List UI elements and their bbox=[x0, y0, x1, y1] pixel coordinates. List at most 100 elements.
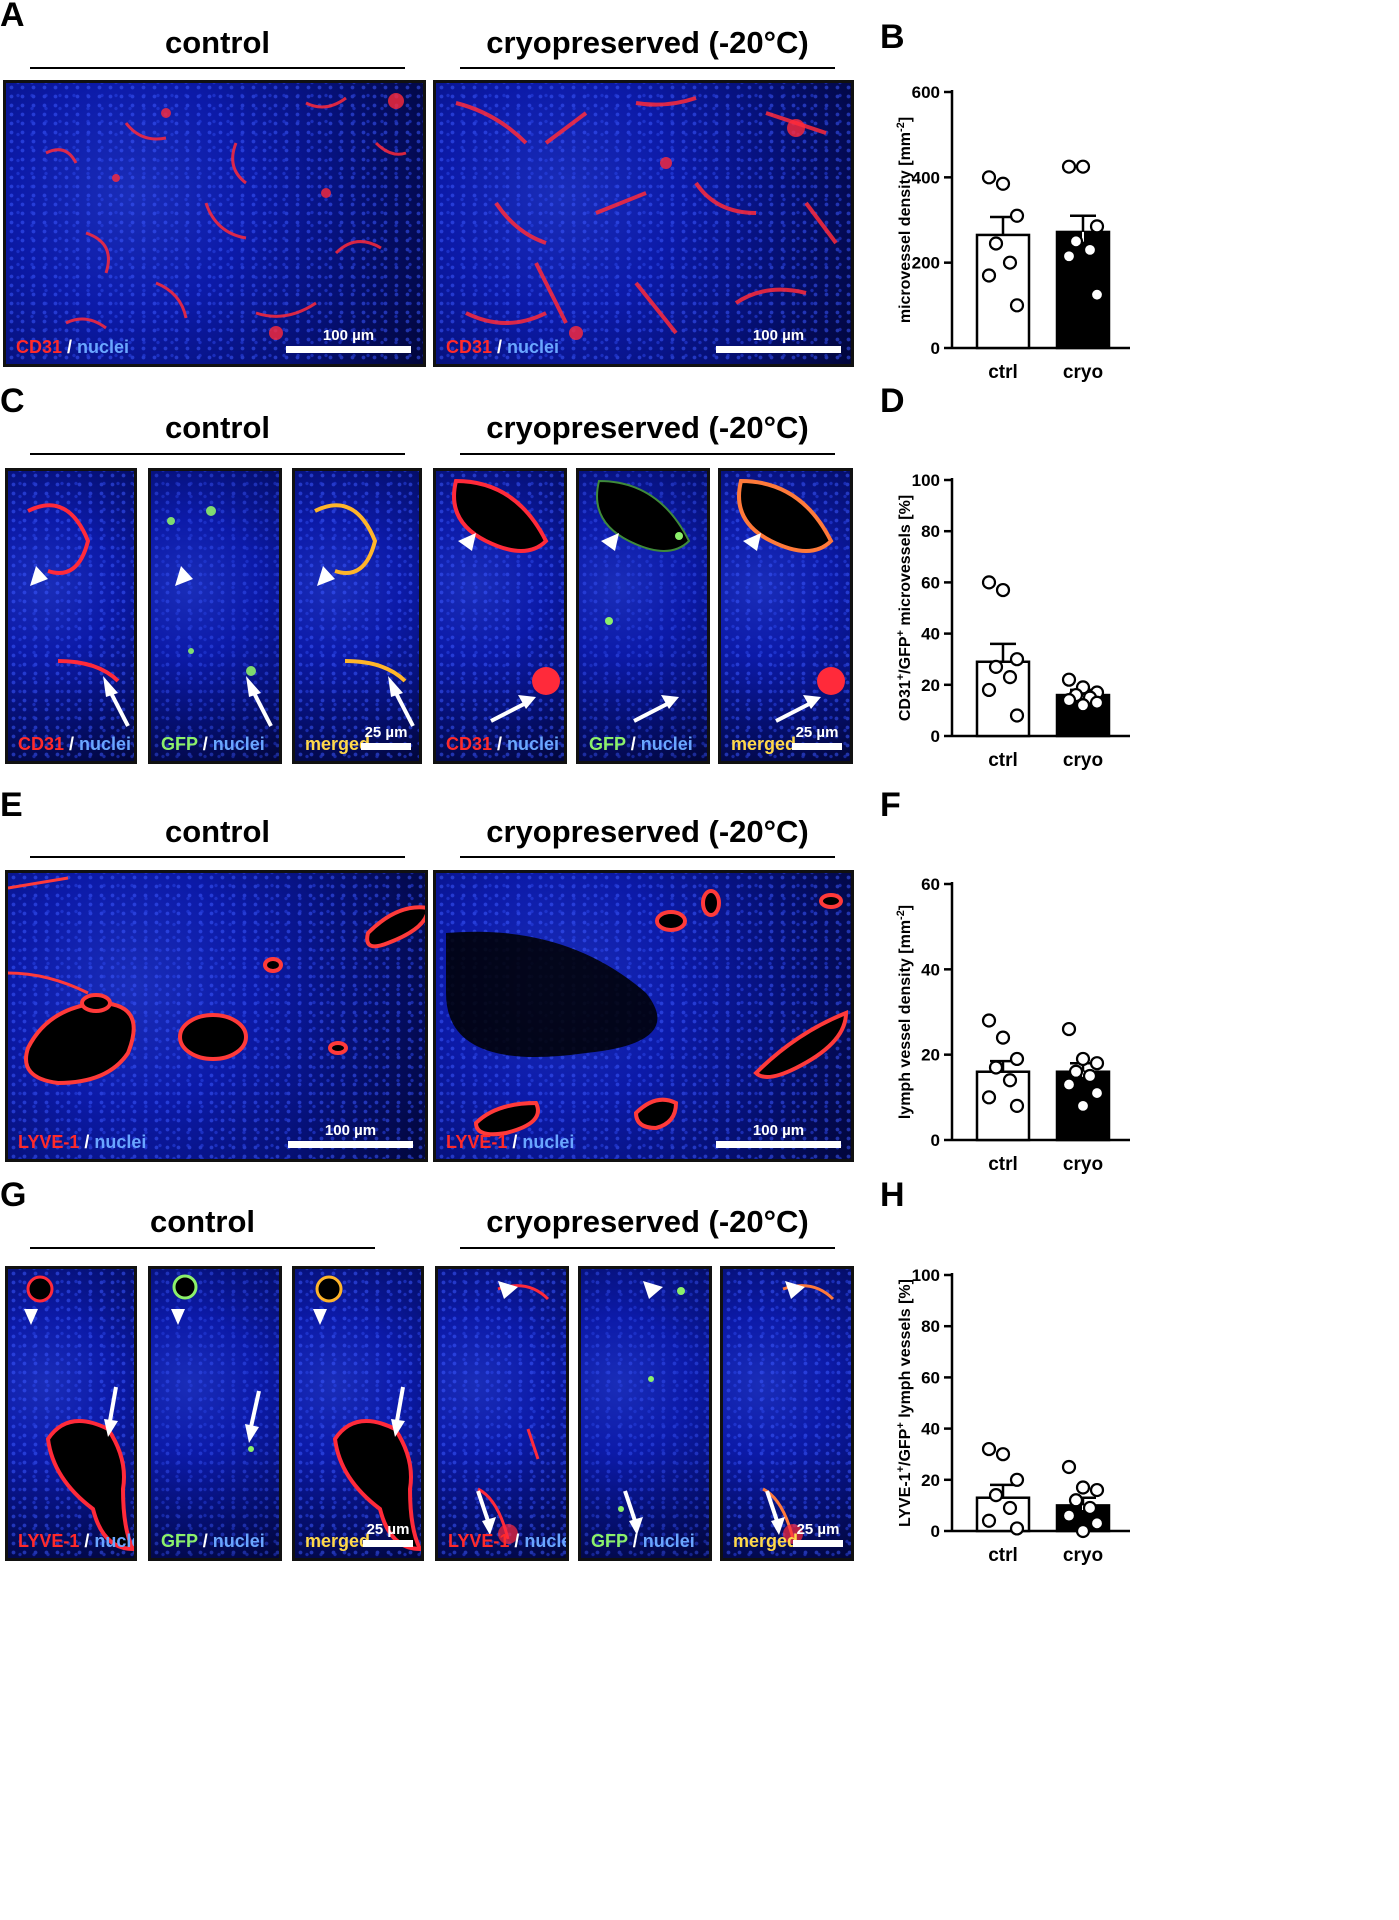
image-label: merged bbox=[305, 1531, 371, 1551]
arrow-icon bbox=[623, 1490, 637, 1522]
panel-letter-d: D bbox=[880, 382, 905, 420]
scale-bar bbox=[792, 743, 842, 750]
data-point bbox=[1082, 1500, 1098, 1516]
data-point bbox=[981, 1090, 997, 1105]
micrograph-c-control-gfp: GFP / nuclei bbox=[148, 468, 282, 764]
data-point bbox=[988, 1060, 1004, 1075]
stain-overlay bbox=[171, 1274, 261, 1452]
group-underline-control-g bbox=[30, 1247, 375, 1249]
chart-f: 0 20 40 60 lymph vessel density [mm-2] ctrl cr… bbox=[895, 875, 1130, 1175]
data-point bbox=[1075, 1098, 1091, 1113]
image-label: LYVE-1 / nuclei bbox=[448, 1531, 566, 1551]
panel-letter-b: B bbox=[880, 18, 905, 56]
scale-bar-label: 100 µm bbox=[322, 327, 375, 344]
data-point bbox=[981, 268, 997, 283]
data-point bbox=[1089, 287, 1105, 302]
micrograph-c-cryo-cd31: CD31 / nuclei bbox=[433, 468, 567, 764]
scale-bar-label: 100 µm bbox=[324, 1122, 377, 1139]
data-point bbox=[1082, 1068, 1098, 1084]
y-tick-label: 400 bbox=[912, 168, 940, 187]
panel-letter-f: F bbox=[880, 786, 901, 824]
y-tick-label: 60 bbox=[921, 573, 940, 592]
data-point bbox=[1075, 698, 1091, 713]
data-point bbox=[1002, 1500, 1018, 1516]
data-point bbox=[988, 236, 1004, 251]
data-point bbox=[1075, 1480, 1091, 1495]
arrowhead-icon bbox=[313, 1309, 327, 1325]
data-point bbox=[1061, 693, 1077, 708]
bar-ctrl bbox=[975, 660, 1031, 738]
group-title-control-e: control bbox=[164, 814, 271, 849]
group-title-control-g: control bbox=[149, 1204, 256, 1239]
data-point bbox=[1009, 1472, 1025, 1487]
data-point bbox=[988, 659, 1004, 674]
scale-bar bbox=[793, 1540, 843, 1547]
data-point bbox=[1061, 249, 1077, 264]
image-label: CD31 / nuclei bbox=[18, 734, 132, 754]
y-tick-label: 100 bbox=[912, 471, 940, 490]
data-point bbox=[1068, 1493, 1084, 1508]
y-tick-label: 0 bbox=[931, 727, 940, 746]
y-tick-label: 0 bbox=[931, 339, 940, 358]
data-point bbox=[981, 575, 997, 590]
group-title-control-a: control bbox=[164, 25, 271, 60]
x-tick-label: ctrl bbox=[988, 1154, 1018, 1175]
y-tick-label: 80 bbox=[921, 522, 940, 541]
chart-d: 0 20 40 60 80 100 CD31+/GFP+ microvessels [%] c… bbox=[895, 471, 1130, 771]
bar-ctrl bbox=[975, 233, 1031, 350]
image-label: CD31 / nuclei bbox=[446, 337, 560, 357]
arrowhead-icon bbox=[458, 533, 476, 551]
arrow-icon bbox=[395, 1386, 405, 1422]
arrowhead-icon bbox=[30, 566, 48, 586]
arrowhead-icon bbox=[785, 1281, 805, 1299]
group-title-cryo-g: cryopreserved (-20°C) bbox=[486, 1204, 809, 1239]
panel-letter-e: E bbox=[0, 786, 23, 824]
data-point bbox=[1089, 219, 1105, 234]
y-tick-label: 100 bbox=[912, 1266, 940, 1285]
group-underline-control-a bbox=[30, 67, 405, 69]
y-tick-label: 60 bbox=[921, 875, 940, 894]
group-underline-cryo-e bbox=[460, 856, 835, 858]
arrowhead-icon bbox=[24, 1309, 38, 1325]
stain-overlay bbox=[737, 478, 845, 723]
stain-overlay bbox=[8, 876, 425, 1086]
data-point bbox=[981, 170, 997, 185]
micrograph-g-cryo-merged: merged 25 µm bbox=[720, 1266, 854, 1561]
x-tick-label: ctrl bbox=[988, 750, 1018, 771]
data-point bbox=[1075, 1523, 1091, 1539]
micrograph-e-cryo: LYVE-1 / nuclei 100 µm bbox=[433, 870, 854, 1162]
micrograph-c-cryo-gfp: GFP / nuclei bbox=[576, 468, 710, 764]
arrowhead-icon bbox=[175, 566, 193, 586]
micrograph-g-cryo-lyve1: LYVE-1 / nuclei bbox=[435, 1266, 569, 1561]
vessel-stain-overlay bbox=[45, 93, 407, 340]
data-point bbox=[1002, 1073, 1018, 1088]
data-point bbox=[995, 1030, 1011, 1045]
stain-overlay bbox=[476, 1281, 550, 1544]
scale-bar-label: 25 µm bbox=[366, 1521, 410, 1538]
data-point bbox=[995, 582, 1011, 598]
image-label: merged bbox=[733, 1531, 799, 1551]
stain-overlay bbox=[596, 479, 691, 723]
data-point bbox=[1089, 1482, 1105, 1498]
data-point bbox=[1068, 1064, 1084, 1079]
data-point bbox=[981, 1441, 997, 1457]
group-title-control-c: control bbox=[164, 410, 271, 445]
data-point bbox=[1089, 1056, 1105, 1071]
data-point bbox=[995, 1447, 1011, 1462]
y-tick-label: 40 bbox=[921, 960, 940, 979]
group-underline-control-e bbox=[30, 856, 405, 858]
scale-bar-label: 100 µm bbox=[752, 1122, 805, 1139]
arrow-icon bbox=[490, 701, 527, 723]
y-tick-label: 600 bbox=[912, 83, 940, 102]
micrograph-g-control-lyve1: LYVE-1 / nuclei bbox=[5, 1266, 137, 1561]
data-point bbox=[1075, 159, 1091, 174]
stain-overlay bbox=[24, 1275, 134, 1552]
micrograph-c-control-cd31: CD31 / nuclei bbox=[5, 468, 137, 764]
scale-bar bbox=[288, 1141, 413, 1148]
y-tick-label: 200 bbox=[912, 254, 940, 273]
data-point bbox=[1009, 708, 1025, 723]
y-axis-label: microvessel density [mm-2] bbox=[895, 117, 914, 323]
vessel-stain-overlay bbox=[455, 96, 838, 340]
image-label: GFP / nuclei bbox=[591, 1531, 695, 1551]
